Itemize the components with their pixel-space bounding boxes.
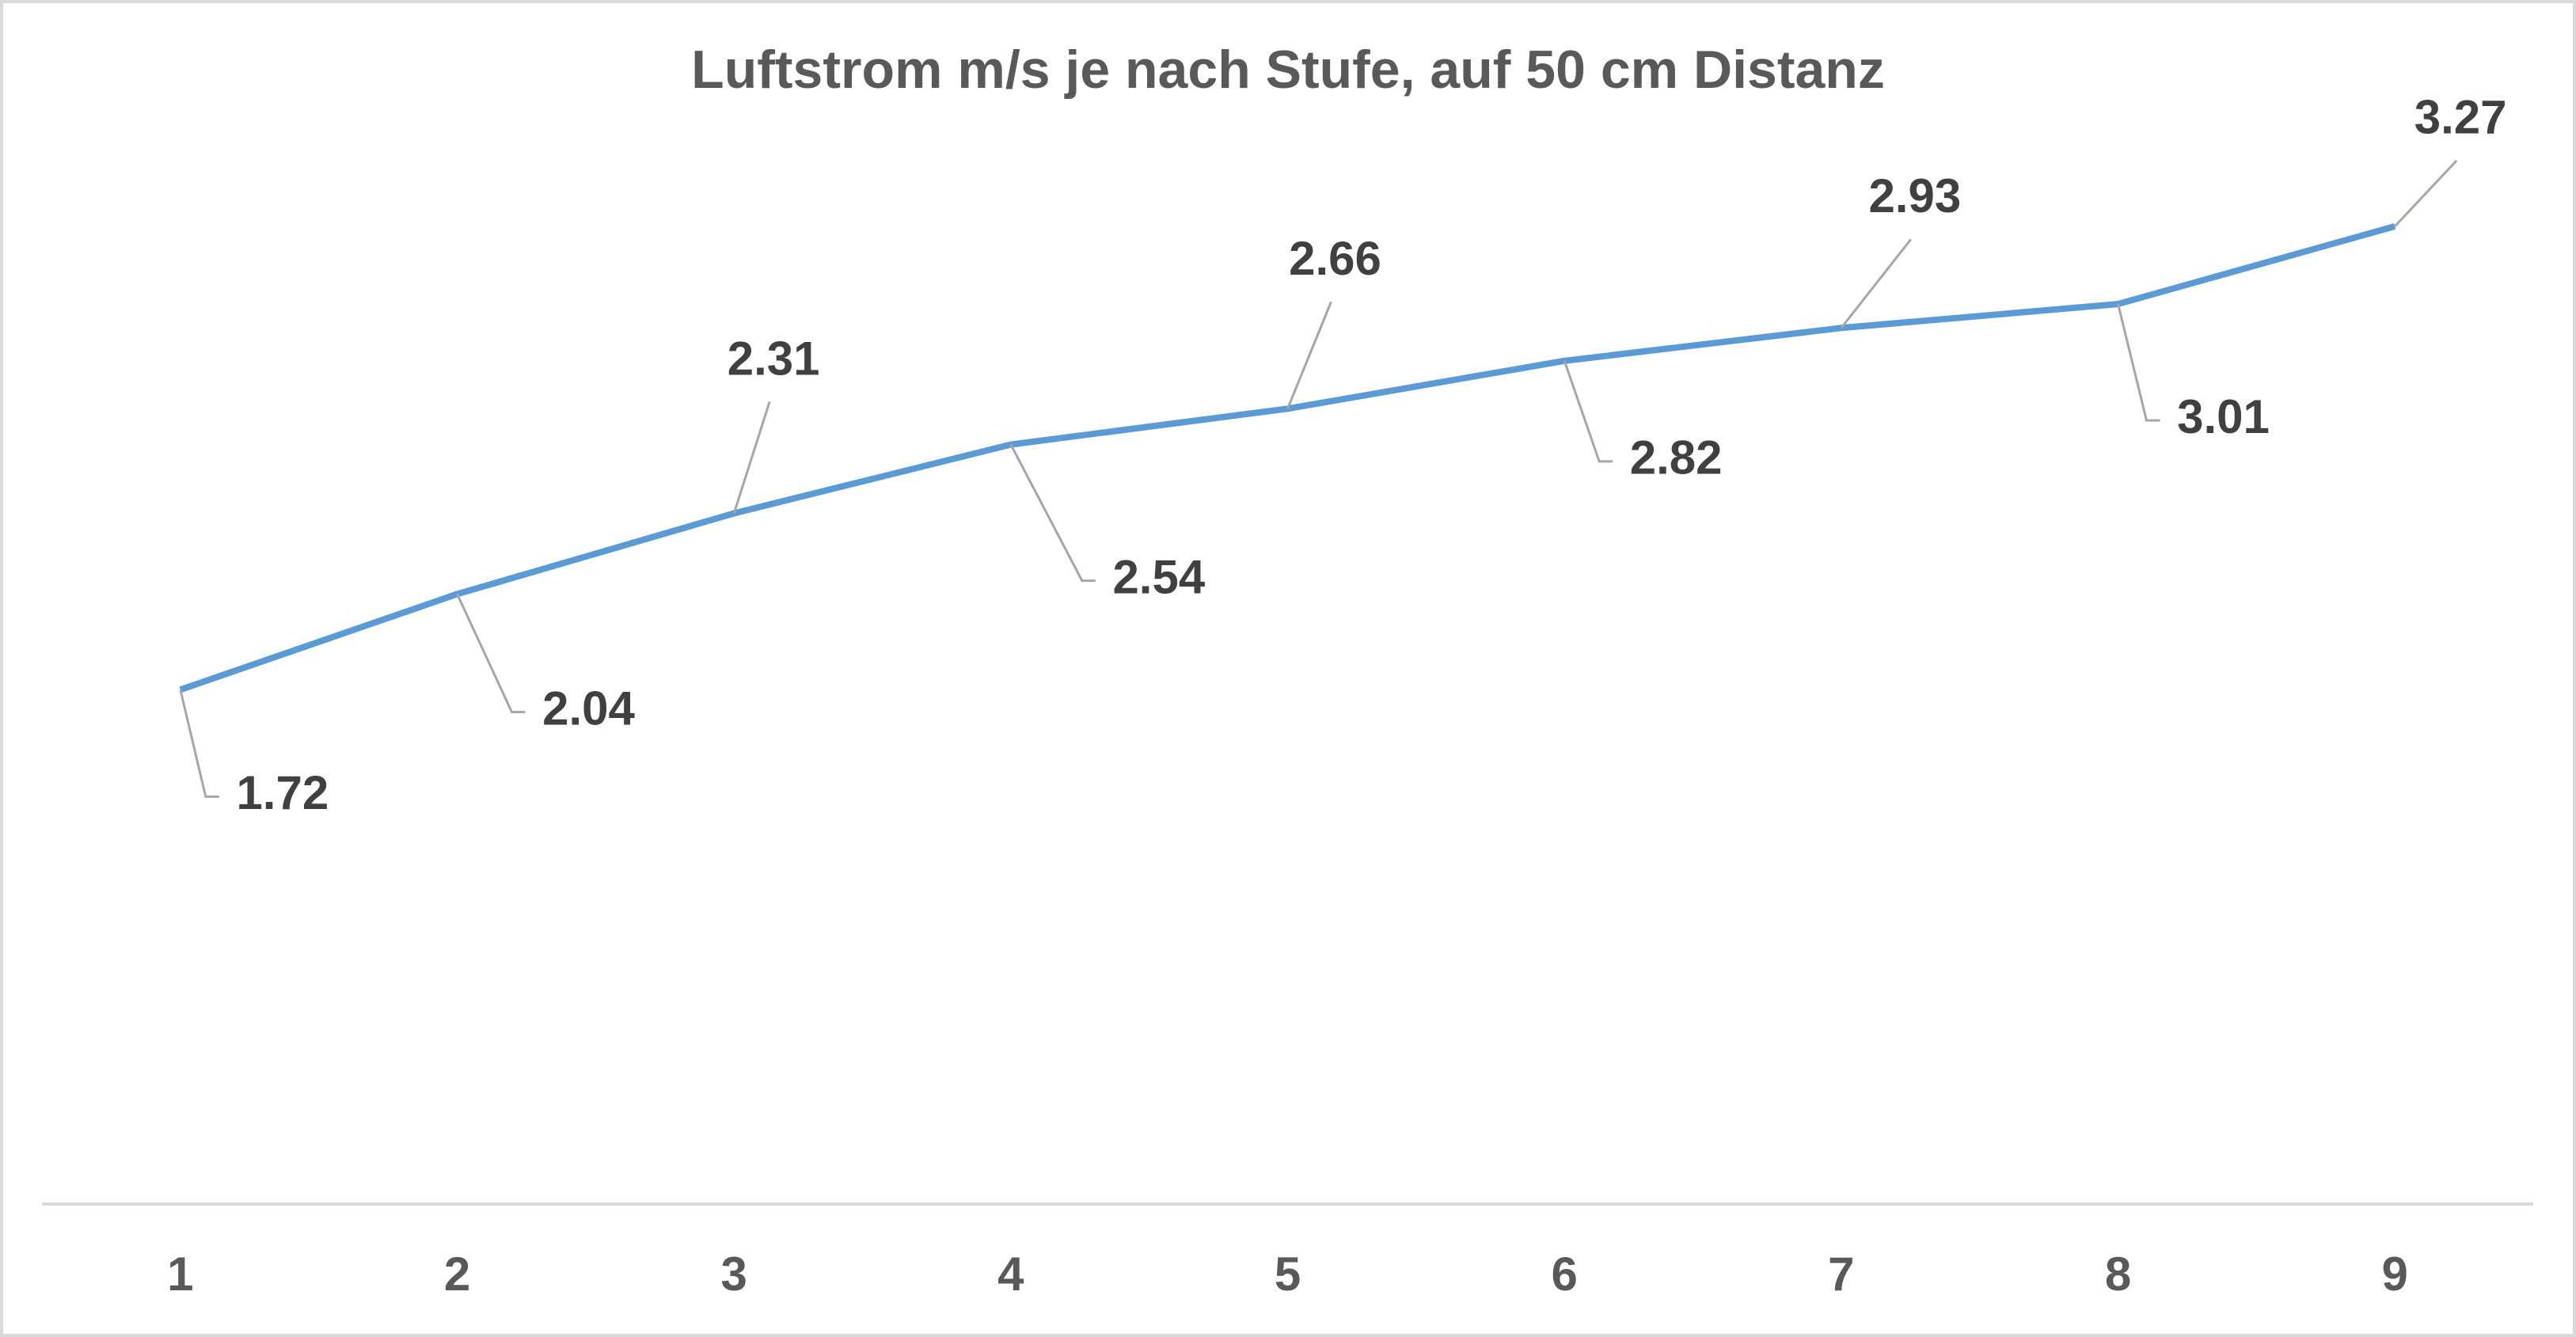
x-tick-label: 5 <box>1275 1248 1301 1301</box>
x-tick-label: 3 <box>720 1248 747 1301</box>
leader-line <box>456 593 526 713</box>
x-tick-label: 7 <box>1828 1248 1854 1301</box>
data-label: 2.93 <box>1868 169 1961 222</box>
data-label: 1.72 <box>236 766 329 819</box>
data-label: 2.82 <box>1630 431 1723 484</box>
x-tick-label: 1 <box>167 1248 193 1301</box>
x-tick-label: 2 <box>444 1248 470 1301</box>
leader-line <box>732 401 771 514</box>
leader-line <box>1563 360 1613 463</box>
leader-line <box>2394 159 2458 227</box>
data-label: 2.54 <box>1112 550 1205 603</box>
data-label: 2.04 <box>542 682 635 735</box>
data-label: 3.27 <box>2415 91 2507 144</box>
leader-line <box>1840 238 1913 329</box>
leader-line <box>1009 443 1096 583</box>
x-tick-label: 9 <box>2381 1248 2407 1301</box>
leader-line <box>1286 301 1332 409</box>
x-tick-label: 8 <box>2105 1248 2131 1301</box>
data-label: 2.31 <box>728 332 820 385</box>
x-tick-label: 4 <box>997 1248 1024 1301</box>
x-tick-label: 6 <box>1551 1248 1577 1301</box>
data-label: 2.66 <box>1289 232 1381 285</box>
data-label: 3.01 <box>2177 390 2270 443</box>
leader-line <box>179 689 219 798</box>
leader-line <box>2117 303 2160 422</box>
chart-title: Luftstrom m/s je nach Stufe, auf 50 cm D… <box>691 40 1885 100</box>
